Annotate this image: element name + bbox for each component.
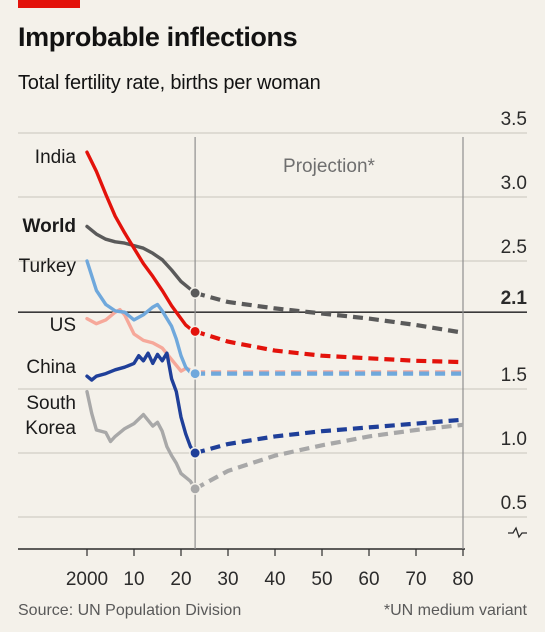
series-india-projection	[194, 329, 464, 365]
axis-break-icon	[508, 526, 527, 539]
series-turkey-endpoint	[189, 367, 202, 380]
x-tick-label-20: 20	[170, 569, 191, 590]
series-south-korea-endpoint	[189, 482, 202, 495]
series-label-south-korea-line-1: South	[26, 393, 76, 414]
x-tick-label-80: 80	[452, 569, 473, 590]
y-tick-label-3.5: 3.5	[501, 109, 527, 130]
series-china-projection	[194, 417, 464, 456]
y-tick-label-0.5: 0.5	[501, 493, 527, 514]
series-china-endpoint	[189, 447, 202, 459]
chart-title: Improbable inflections	[18, 22, 298, 52]
series-china-historical	[85, 351, 197, 455]
series-us-historical	[85, 307, 197, 375]
series-india-historical	[85, 150, 197, 334]
x-tick-label-2000: 2000	[66, 569, 108, 590]
series-south-korea-historical	[85, 389, 197, 491]
series-world-endpoint	[189, 287, 202, 299]
y-tick-label-2.5: 2.5	[501, 237, 527, 258]
series-india-endpoint	[189, 325, 202, 338]
brand-red-tag	[18, 0, 80, 8]
y-tick-label-1.5: 1.5	[501, 365, 527, 386]
series-label-india: India	[35, 147, 77, 168]
y-tick-label-3.0: 3.0	[501, 173, 527, 194]
x-tick-label-10: 10	[123, 569, 144, 590]
series-label-china: China	[26, 357, 76, 378]
x-tick-label-50: 50	[311, 569, 332, 590]
series-label-turkey: Turkey	[19, 256, 77, 277]
y-tick-label-2.1: 2.1	[501, 288, 528, 309]
x-tick-label-70: 70	[405, 569, 426, 590]
source-note: Source: UN Population Division	[18, 602, 242, 619]
series-world-projection	[194, 290, 464, 335]
projection-label: Projection*	[283, 156, 375, 177]
x-tick-label-60: 60	[358, 569, 379, 590]
x-tick-label-40: 40	[264, 569, 285, 590]
series-label-us: US	[50, 315, 76, 336]
series-turkey-historical	[85, 259, 197, 376]
series-south-korea-projection	[194, 422, 464, 491]
x-tick-label-30: 30	[217, 569, 238, 590]
footnote: *UN medium variant	[383, 602, 527, 619]
chart-subtitle: Total fertility rate, births per woman	[18, 72, 321, 94]
series-label-world: World	[23, 216, 76, 237]
series-world-historical	[85, 224, 197, 295]
series-label-south-korea-line-2: Korea	[25, 418, 76, 439]
y-tick-label-1.0: 1.0	[501, 429, 527, 450]
